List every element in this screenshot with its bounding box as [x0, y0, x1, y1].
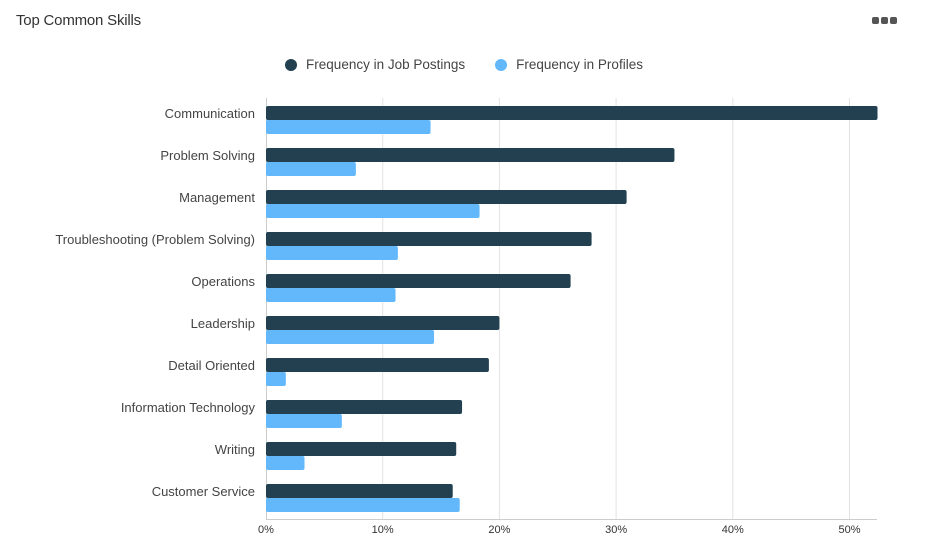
menu-dot	[890, 17, 897, 24]
more-options-button[interactable]	[872, 17, 897, 24]
legend: Frequency in Job Postings Frequency in P…	[0, 57, 928, 72]
bar-job-postings	[266, 190, 627, 204]
category-label: Writing	[215, 442, 255, 457]
more-horizontal-icon	[872, 17, 879, 24]
bar-job-postings	[266, 274, 571, 288]
bar-job-postings	[266, 232, 592, 246]
x-tick-label: 0%	[258, 524, 274, 536]
bar-profiles	[266, 414, 342, 428]
bar-job-postings	[266, 106, 878, 120]
bar-profiles	[266, 498, 460, 512]
bar-profiles	[266, 162, 356, 176]
menu-dot	[881, 17, 888, 24]
bar-job-postings	[266, 400, 463, 414]
legend-item-profiles[interactable]: Frequency in Profiles	[495, 57, 643, 72]
legend-item-job-postings[interactable]: Frequency in Job Postings	[285, 57, 465, 72]
category-label: Customer Service	[152, 484, 255, 499]
bar-profiles	[266, 288, 396, 302]
category-label: Detail Oriented	[168, 358, 255, 373]
bar-job-postings	[266, 148, 675, 162]
category-label: Problem Solving	[160, 148, 255, 163]
x-tick-label: 40%	[722, 524, 744, 536]
bar-profiles	[266, 372, 286, 386]
bar-job-postings	[266, 358, 489, 372]
bar-job-postings	[266, 316, 500, 330]
category-label: Information Technology	[121, 400, 256, 415]
category-label: Operations	[191, 274, 255, 289]
x-tick-label: 30%	[605, 524, 627, 536]
legend-swatch	[285, 58, 298, 71]
bar-profiles	[266, 456, 305, 470]
bar-profiles	[266, 246, 398, 260]
legend-label: Frequency in Job Postings	[306, 57, 466, 72]
legend-label: Frequency in Profiles	[516, 57, 643, 72]
category-label: Leadership	[191, 316, 255, 331]
bar-profiles	[266, 330, 435, 344]
bar-profiles	[266, 204, 480, 218]
bar-job-postings	[266, 484, 453, 498]
chart-title: Top Common Skills	[16, 12, 141, 29]
legend-swatch	[495, 58, 508, 71]
bar-job-postings	[266, 442, 457, 456]
category-label: Troubleshooting (Problem Solving)	[55, 232, 255, 247]
bar-profiles	[266, 120, 431, 134]
x-tick-label: 10%	[372, 524, 394, 536]
category-label: Communication	[165, 106, 255, 121]
category-label: Management	[179, 190, 255, 205]
x-tick-label: 20%	[488, 524, 510, 536]
x-tick-label: 50%	[838, 524, 860, 536]
